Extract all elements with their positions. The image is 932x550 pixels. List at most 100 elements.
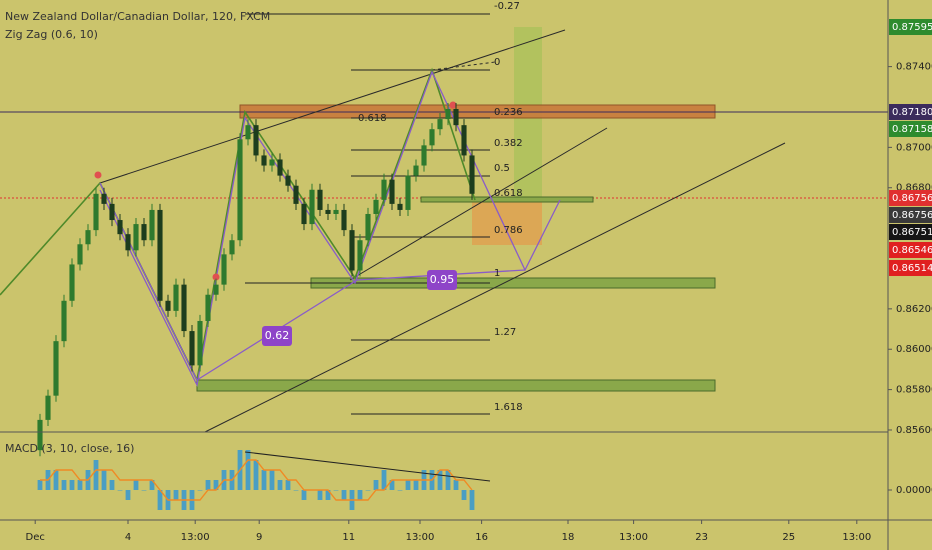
macd-histogram-bar bbox=[373, 480, 379, 490]
macd-histogram-bar bbox=[149, 480, 155, 490]
ratio-badge bbox=[262, 326, 292, 346]
candle-body bbox=[429, 129, 435, 146]
fib-label: 0.618 bbox=[494, 188, 523, 199]
macd-histogram-bar bbox=[293, 490, 299, 491]
candle-body bbox=[461, 125, 467, 156]
price-tag bbox=[889, 19, 932, 35]
x-tick-label: 18 bbox=[562, 532, 575, 543]
macd-histogram-bar bbox=[37, 480, 43, 490]
candle-body bbox=[165, 300, 171, 311]
candle-body bbox=[333, 209, 339, 214]
support-zone bbox=[196, 379, 716, 392]
x-tick-label: 16 bbox=[475, 532, 488, 543]
candle-body bbox=[181, 284, 187, 332]
macd-histogram-bar bbox=[77, 480, 83, 490]
candle-body bbox=[253, 125, 259, 156]
candle-body bbox=[357, 240, 363, 271]
fib-label: 0.5 bbox=[494, 163, 510, 174]
indicator-label: Zig Zag (0.6, 10) bbox=[5, 28, 98, 41]
macd-histogram-bar bbox=[453, 480, 459, 490]
macd-histogram-bar bbox=[341, 490, 347, 500]
candle-body bbox=[125, 234, 131, 251]
candle-body bbox=[173, 284, 179, 311]
candle-body bbox=[197, 320, 203, 366]
ratio-badge-label: 0.95 bbox=[430, 273, 455, 286]
candle-body bbox=[285, 175, 291, 186]
x-tick-label: 13:00 bbox=[842, 532, 871, 543]
candle-body bbox=[301, 203, 307, 225]
x-tick-label: 13:00 bbox=[406, 532, 435, 543]
fib-label: 1.618 bbox=[494, 402, 523, 413]
entry-zone bbox=[420, 196, 594, 203]
macd-histogram-bar bbox=[269, 470, 275, 490]
macd-histogram-bar bbox=[317, 490, 323, 500]
candle-body bbox=[101, 193, 107, 204]
macd-histogram-bar bbox=[197, 490, 203, 491]
candle-body bbox=[37, 419, 43, 451]
macd-histogram-bar bbox=[125, 490, 131, 500]
candle-body bbox=[269, 159, 275, 166]
macd-histogram-bar bbox=[245, 450, 251, 490]
candle-body bbox=[453, 109, 459, 126]
candle-body bbox=[213, 284, 219, 295]
candle-body bbox=[189, 331, 195, 366]
macd-histogram-bar bbox=[437, 470, 443, 490]
macd-histogram-bar bbox=[53, 470, 59, 490]
harmonic-pattern bbox=[99, 70, 561, 388]
candle-body bbox=[373, 199, 379, 214]
x-tick-label: 13:00 bbox=[181, 532, 210, 543]
macd-histogram-bar bbox=[133, 480, 139, 490]
macd-histogram-bar bbox=[325, 490, 331, 500]
macd-histogram-bar bbox=[117, 490, 123, 491]
macd-histogram-bar bbox=[173, 490, 179, 500]
candle-body bbox=[53, 341, 59, 396]
price-tag bbox=[889, 242, 932, 258]
candle-body bbox=[381, 179, 387, 200]
candle-body bbox=[245, 125, 251, 140]
price-tag-label: 0.86514 bbox=[892, 263, 932, 274]
fib-label: 0.236 bbox=[494, 107, 523, 118]
y-tick-label: 0.85600 bbox=[896, 425, 932, 436]
macd-histogram-bar bbox=[405, 480, 411, 490]
overlay: -0.27 0 0.236 0.382 0.5 0.618 0.786 1 1.27 1.618 0… bbox=[262, 1, 523, 413]
ratio-badge bbox=[427, 270, 457, 290]
macd-histogram-bar bbox=[357, 490, 363, 500]
candle-body bbox=[325, 209, 331, 214]
fib-label: 0 bbox=[494, 57, 500, 68]
candle-body bbox=[365, 213, 371, 241]
macd-histogram-bar bbox=[469, 490, 475, 510]
ratio-badge-label: 0.62 bbox=[265, 329, 290, 342]
candle-body bbox=[349, 230, 355, 271]
price-tag-label: 0.86756 bbox=[892, 193, 932, 204]
price-tag-label: 0.86756 bbox=[892, 210, 932, 221]
macd-tick-label: 0.00000 bbox=[896, 485, 932, 496]
x-tick-label: 25 bbox=[782, 532, 795, 543]
candle-body bbox=[117, 220, 123, 235]
candle-body bbox=[205, 294, 211, 321]
price-tag bbox=[889, 121, 932, 137]
candle-body bbox=[397, 203, 403, 210]
macd-histogram-bar bbox=[205, 480, 211, 490]
candle-body bbox=[93, 193, 99, 231]
candle-body bbox=[261, 155, 267, 166]
macd-histogram-bar bbox=[397, 490, 403, 491]
candle-body bbox=[109, 203, 115, 221]
price-tag bbox=[889, 224, 932, 240]
macd-histogram-bar bbox=[61, 480, 67, 490]
trend-line bbox=[349, 127, 608, 281]
macd-histogram-bar bbox=[285, 480, 291, 490]
candle-body bbox=[157, 209, 163, 301]
candle-body bbox=[437, 119, 443, 130]
fib-label: 0.786 bbox=[494, 225, 523, 236]
chart-title: New Zealand Dollar/Canadian Dollar, 120,… bbox=[5, 10, 270, 23]
macd-histogram-bar bbox=[333, 490, 339, 491]
stop-zone bbox=[472, 200, 542, 245]
candle-body bbox=[405, 175, 411, 210]
macd-histogram-bar bbox=[365, 490, 371, 491]
macd-histogram-bar bbox=[277, 480, 283, 490]
macd-histogram-bar bbox=[213, 480, 219, 490]
trend-line bbox=[99, 29, 566, 184]
